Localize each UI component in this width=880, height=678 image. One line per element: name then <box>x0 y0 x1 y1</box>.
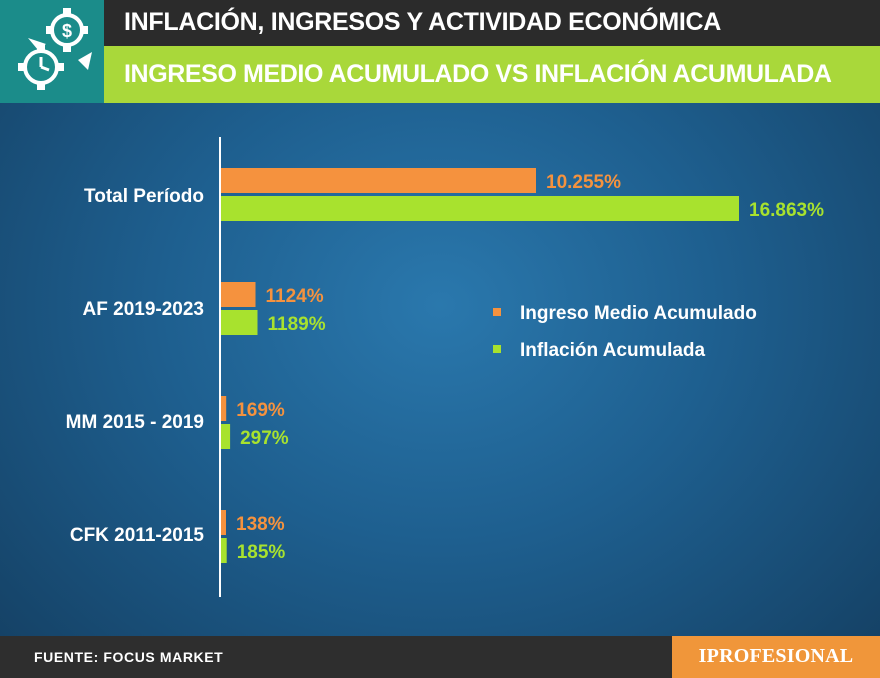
legend-swatch-inflation <box>493 345 501 353</box>
value-label-inflation-2: 297% <box>240 428 289 449</box>
header-top-bar: INFLACIÓN, INGRESOS Y ACTIVIDAD ECONÓMIC… <box>0 0 880 46</box>
logo: $ <box>0 0 104 103</box>
category-label-af: AF 2019-2023 <box>83 299 204 320</box>
page-title: INFLACIÓN, INGRESOS Y ACTIVIDAD ECONÓMIC… <box>124 8 722 36</box>
brand-name: IPROFESIONAL <box>698 645 854 667</box>
bar-income-0 <box>221 168 536 193</box>
legend-swatch-income <box>493 308 501 316</box>
value-label-inflation-0: 16.863% <box>749 200 824 221</box>
bar-labels-group: 10.255% 16.863% 1124% 1189% 169% 297% 138% 185% <box>236 172 824 563</box>
category-label-cfk: CFK 2011-2015 <box>70 525 205 546</box>
value-label-inflation-1: 1189% <box>268 314 326 335</box>
header-subtitle-band: INGRESO MEDIO ACUMULADO VS INFLACIÓN ACU… <box>104 46 880 103</box>
value-label-inflation-3: 185% <box>237 542 286 563</box>
legend-label-inflation: Inflación Acumulada <box>520 340 706 361</box>
legend-label-income: Ingreso Medio Acumulado <box>520 303 757 324</box>
value-label-income-2: 169% <box>236 400 285 421</box>
value-label-income-1: 1124% <box>266 286 324 307</box>
category-label-total: Total Período <box>84 186 204 207</box>
bar-chart: Total Período AF 2019-2023 MM 2015 - 201… <box>66 137 824 597</box>
brand-logo: IPROFESIONAL <box>672 636 880 678</box>
footer-source: FUENTE: FOCUS MARKET <box>34 649 224 665</box>
bar-inflation-3 <box>221 538 227 563</box>
chart-title: INGRESO MEDIO ACUMULADO VS INFLACIÓN ACU… <box>124 60 832 88</box>
bar-inflation-2 <box>221 424 231 449</box>
bar-income-1 <box>221 282 256 307</box>
bar-inflation-1 <box>221 310 258 335</box>
value-label-income-3: 138% <box>236 514 285 535</box>
bar-income-3 <box>221 510 226 535</box>
gears-money-icon: $ <box>18 8 92 90</box>
category-label-mm: MM 2015 - 2019 <box>66 412 204 433</box>
legend: Ingreso Medio Acumulado Inflación Acumul… <box>493 303 757 361</box>
bar-income-2 <box>221 396 227 421</box>
bar-inflation-0 <box>221 196 739 221</box>
svg-text:$: $ <box>62 21 72 41</box>
bars-group <box>221 168 739 563</box>
value-label-income-0: 10.255% <box>546 172 621 193</box>
